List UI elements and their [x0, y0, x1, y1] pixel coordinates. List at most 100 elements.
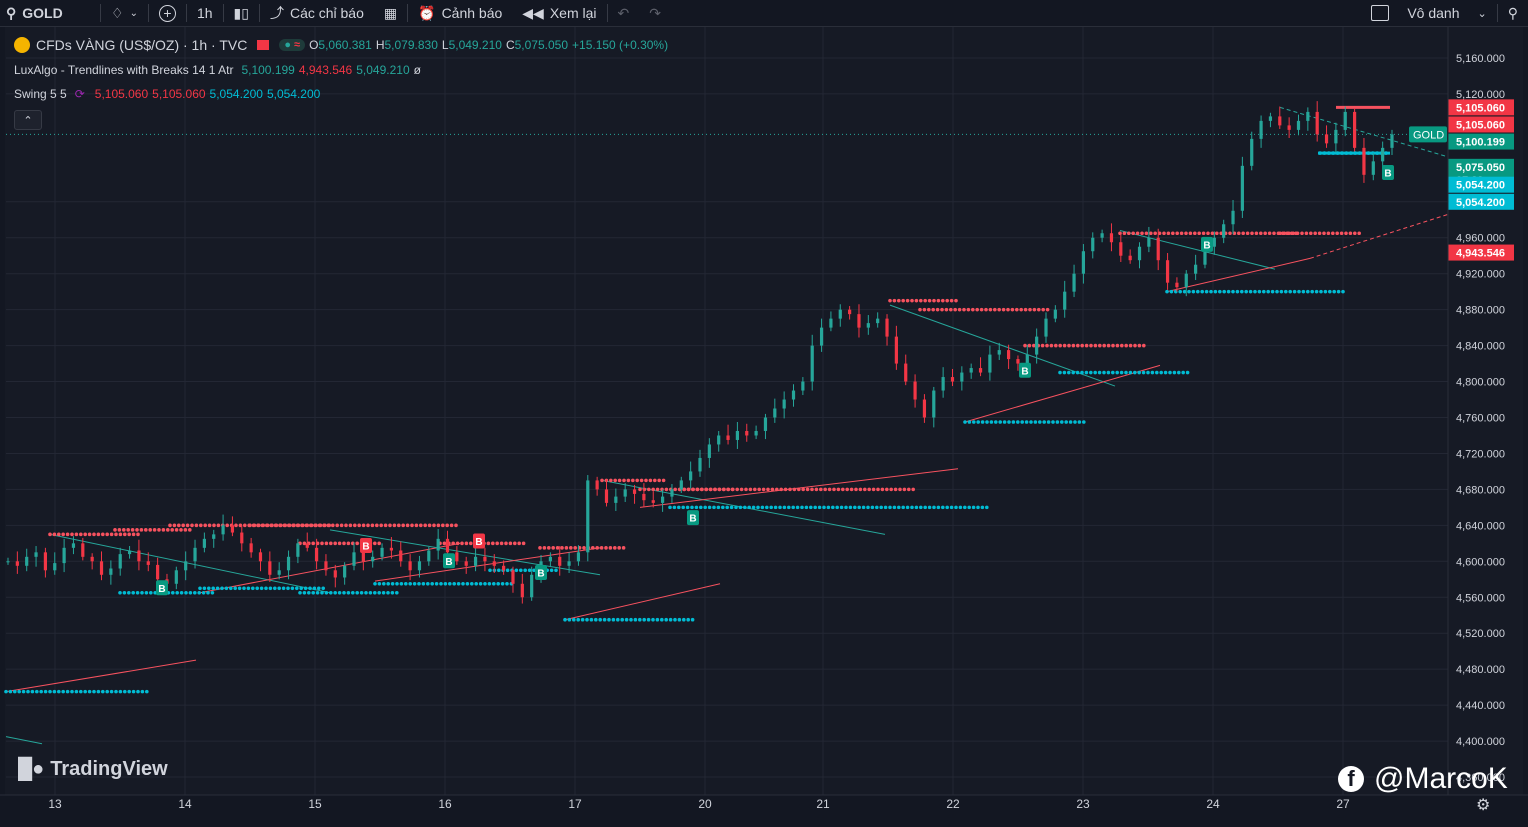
upgrade-button[interactable]: ♢ ⌄: [101, 0, 148, 26]
swing-high-dot: [1335, 231, 1339, 236]
swing-high-dot: [1127, 231, 1131, 236]
swing-low-dot: [963, 420, 967, 424]
collapse-legend-button[interactable]: ⌃: [14, 110, 42, 130]
swing-high-dot: [1098, 343, 1102, 348]
gold-logo-icon: [14, 37, 30, 53]
candle-body: [530, 574, 534, 598]
swing-low-dot: [346, 590, 351, 595]
toolbar-divider: [147, 4, 149, 22]
swing-high-dot: [673, 487, 677, 492]
plus-circle-icon: +: [158, 4, 176, 22]
swing-low-dot: [883, 505, 888, 510]
candle-body: [333, 570, 337, 578]
symbol-search[interactable]: ⚲ GOLD: [0, 0, 100, 26]
swing-low-dot: [765, 505, 769, 510]
swing-high-dot: [810, 487, 814, 492]
swing-high-dot: [1142, 343, 1146, 348]
swing-low-dot: [122, 590, 127, 595]
swing-high-dot: [1019, 307, 1023, 312]
swing-low-dot: [673, 617, 677, 622]
candle-body: [109, 568, 113, 575]
swing-low-dot: [207, 586, 211, 591]
candle-body: [43, 552, 48, 571]
market-status-badge[interactable]: ● ≈: [279, 39, 306, 51]
alerts-button[interactable]: ⏰ Cảnh báo: [408, 0, 512, 26]
candle-body: [1165, 260, 1170, 283]
swing-high-dot: [858, 487, 863, 492]
swing-high-dot: [892, 298, 897, 303]
swing-low-dot: [434, 581, 439, 586]
top-toolbar: ⚲ GOLD ♢ ⌄ + 1h ▮▯ ⤴ Các chỉ báo ▦ ⏰ Cản…: [0, 0, 1528, 27]
swing-low-dot: [1011, 420, 1016, 424]
alert-clock-icon: ⏰: [418, 4, 436, 21]
candle-body: [1371, 161, 1375, 175]
swing-high-dot: [871, 487, 876, 492]
indicator-legend-luxalgo[interactable]: LuxAlgo - Trendlines with Breaks 14 1 At…: [14, 63, 425, 77]
swing-high-dot: [931, 307, 935, 312]
interval-button[interactable]: 1h: [187, 0, 223, 26]
replay-button[interactable]: ◀◀ Xem lại: [512, 0, 606, 26]
time-tick-label: 27: [1336, 797, 1350, 811]
swing-high-dot: [927, 307, 931, 312]
candle-body: [1315, 111, 1319, 135]
swing-low-dot: [919, 505, 923, 510]
swing-high-dot: [1071, 343, 1076, 348]
candle-body: [1259, 120, 1263, 139]
swing-high-dot: [1062, 343, 1067, 348]
swing-low-dot: [96, 689, 101, 694]
templates-button[interactable]: ▦: [374, 0, 407, 26]
swing-high-dot: [414, 523, 419, 528]
swing-low-dot: [381, 590, 386, 595]
swing-high-dot: [491, 541, 495, 546]
swing-low-dot: [1073, 420, 1077, 424]
quick-search-button[interactable]: ⚲: [1498, 0, 1528, 26]
price-axis-badge: [1448, 133, 1514, 150]
layout-menu[interactable]: Vô danh ⌄: [1361, 0, 1496, 26]
candle-body: [371, 556, 375, 562]
swing-low-dot: [17, 689, 22, 694]
swing-high-dot: [797, 487, 801, 492]
settings-gear-icon[interactable]: ⚙: [1476, 797, 1491, 814]
swing-high-dot: [199, 523, 203, 528]
swing-low-dot: [747, 505, 751, 510]
swing-high-dot: [442, 541, 447, 546]
swing-low-dot: [1279, 289, 1284, 294]
swing-low-dot: [624, 617, 629, 622]
swing-low-dot: [1020, 420, 1024, 424]
chart-type-button[interactable]: ▮▯: [224, 0, 259, 26]
candle-body: [464, 561, 468, 566]
swing-high-dot: [695, 487, 700, 492]
candle-body: [483, 556, 487, 562]
time-axis[interactable]: 13 14 15 16 17 20 21 22 23 24 27: [0, 795, 1528, 815]
tradingview-logo[interactable]: █● TradingView: [18, 758, 168, 781]
replay-label: Xem lại: [549, 5, 597, 21]
swing-low-dot: [390, 590, 395, 595]
candle-body: [726, 435, 730, 440]
swing-low-dot: [690, 617, 695, 622]
swing-low-dot: [1051, 420, 1055, 424]
swing-low-dot: [127, 689, 131, 694]
candle-body: [1390, 134, 1394, 148]
swing-low-dot: [1002, 420, 1007, 424]
swing-low-dot: [1297, 289, 1301, 294]
swing-high-dot: [944, 307, 949, 312]
candle-body: [408, 561, 412, 571]
legend-title[interactable]: CFDs VÀNG (US$/OZ) · 1h · TVC: [36, 37, 248, 53]
swing-high-dot: [591, 546, 595, 550]
swing-high-dot: [161, 528, 166, 532]
indicator-legend-swing[interactable]: Swing 5 5 ⟳ 5,105.060 5,105.060 5,054.20…: [14, 87, 324, 101]
candle-body: [296, 543, 300, 557]
swing-high-dot: [144, 528, 148, 532]
swing-low-dot: [1146, 370, 1150, 375]
indicators-button[interactable]: ⤴ Các chỉ báo: [260, 0, 374, 26]
chart-pane[interactable]: [5, 27, 1523, 795]
swing-high-dot: [1032, 343, 1036, 348]
swing-low-dot: [699, 505, 703, 510]
swing-low-dot: [118, 590, 122, 595]
swing-low-dot: [664, 617, 668, 622]
undo-button[interactable]: ↶: [608, 0, 640, 26]
compare-button[interactable]: +: [149, 0, 186, 26]
swing-low-dot: [527, 568, 532, 573]
redo-button[interactable]: ↷: [639, 0, 671, 26]
